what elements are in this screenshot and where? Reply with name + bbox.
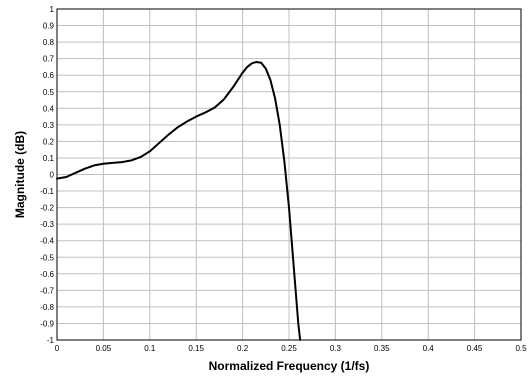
y-tick-label: -0.3	[40, 220, 54, 229]
y-tick-label: -0.5	[40, 253, 54, 262]
y-tick-label: 0.2	[43, 137, 55, 146]
x-tick-label: 0.45	[467, 344, 483, 353]
y-axis-ticks: 1 0.9 0.8 0.7 0.6 0.5 0.4 0.3 0.2 0.1 0 -0.1 -0.2 -0.…	[40, 5, 54, 345]
x-tick-label: 0.1	[144, 344, 156, 353]
y-tick-label: 1	[50, 5, 55, 14]
y-tick-label: -0.6	[40, 270, 54, 279]
y-axis-title: Magnitude (dB)	[13, 131, 27, 218]
y-tick-label: -0.2	[40, 204, 54, 213]
y-tick-label: -0.4	[40, 237, 54, 246]
x-axis-ticks: 0 0.05 0.1 0.15 0.2 0.25 0.3 0.35 0.4 0.45 0.5	[55, 344, 527, 353]
y-tick-label: -0.9	[40, 319, 54, 328]
x-tick-label: 0.35	[374, 344, 390, 353]
x-tick-label: 0.5	[515, 344, 527, 353]
y-tick-label: 0.3	[43, 121, 55, 130]
x-tick-label: 0.05	[96, 344, 112, 353]
y-tick-label: 0.6	[43, 71, 55, 80]
x-tick-label: 0.4	[423, 344, 435, 353]
x-tick-label: 0.15	[188, 344, 204, 353]
y-tick-label: -0.1	[40, 187, 54, 196]
x-tick-label: 0.2	[237, 344, 249, 353]
grid	[57, 9, 521, 340]
y-tick-label: -1	[47, 336, 55, 345]
y-tick-label: 0.4	[43, 104, 55, 113]
magnitude-curve	[56, 60, 302, 341]
x-tick-label: 0	[55, 344, 60, 353]
y-tick-label: 0.8	[43, 38, 55, 47]
y-tick-label: 0.5	[43, 88, 55, 97]
y-tick-label: 0.7	[43, 55, 55, 64]
plot-frame	[56, 8, 522, 341]
x-tick-label: 0.3	[330, 344, 342, 353]
x-tick-label: 0.25	[281, 344, 297, 353]
y-tick-label: 0	[50, 171, 55, 180]
y-tick-label: -0.8	[40, 303, 54, 312]
x-axis-title: Normalized Frequency (1/fs)	[209, 359, 370, 373]
y-tick-label: -0.7	[40, 286, 54, 295]
y-tick-label: 0.9	[43, 22, 55, 31]
y-tick-label: 0.1	[43, 154, 55, 163]
